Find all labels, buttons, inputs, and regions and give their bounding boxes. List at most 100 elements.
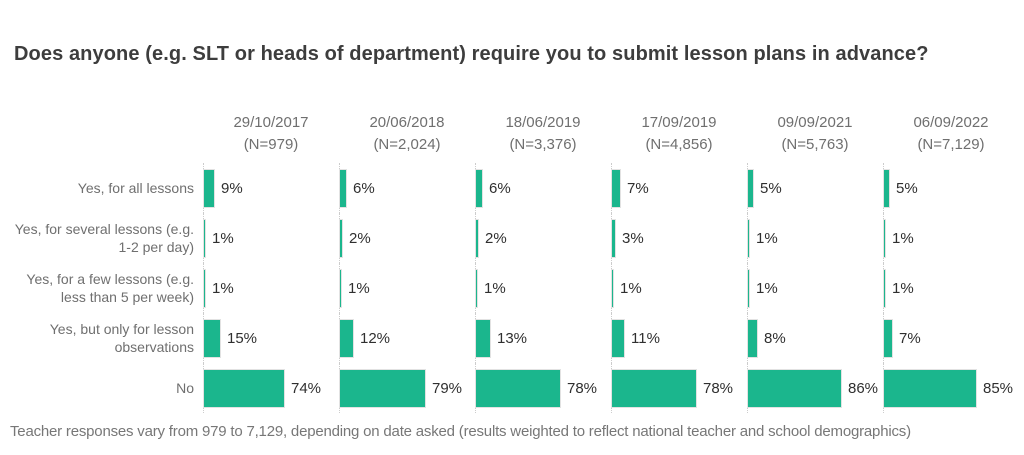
bar-cell: 1% <box>203 213 339 263</box>
bar <box>204 319 220 357</box>
bar-cell: 1% <box>203 263 339 313</box>
bar <box>204 169 214 207</box>
column-headers: 29/10/2017 (N=979) 20/06/2018 (N=2,024) 18/0… <box>0 110 1019 163</box>
value-label: 86% <box>848 379 879 397</box>
value-label: 79% <box>432 379 463 397</box>
bar-cell: 1% <box>883 263 1019 313</box>
bar-cell: 85% <box>883 363 1019 413</box>
value-label: 5% <box>896 179 918 197</box>
column-header: 06/09/2022 (N=7,129) <box>883 110 1019 163</box>
bar <box>340 319 353 357</box>
bar-cell: 2% <box>475 213 611 263</box>
column-header: 29/10/2017 (N=979) <box>203 110 339 163</box>
chart-row: Yes, but only for lesson observations 15%… <box>0 313 1019 363</box>
bar <box>204 269 205 307</box>
row-label: Yes, for several lessons (e.g. 1-2 per d… <box>14 220 194 255</box>
column-header: 20/06/2018 (N=2,024) <box>339 110 475 163</box>
bar-cell: 13% <box>475 313 611 363</box>
row-label: Yes, for all lessons <box>77 179 194 196</box>
column-header: 17/09/2019 (N=4,856) <box>611 110 747 163</box>
value-label: 11% <box>631 329 660 347</box>
value-label: 78% <box>703 379 734 397</box>
bar-cell: 1% <box>611 263 747 313</box>
bar-cell: 11% <box>611 313 747 363</box>
bar-cell: 3% <box>611 213 747 263</box>
chart-title: Does anyone (e.g. SLT or heads of depart… <box>14 43 929 65</box>
header-date: 18/06/2019 <box>505 114 581 131</box>
bar-cell: 86% <box>747 363 883 413</box>
bar <box>476 319 490 357</box>
bar-cell: 78% <box>475 363 611 413</box>
value-label: 7% <box>899 329 921 347</box>
bar <box>612 219 615 257</box>
bar <box>476 169 482 207</box>
bar-cell: 2% <box>339 213 475 263</box>
value-label: 1% <box>620 279 642 297</box>
bar-cell: 1% <box>747 263 883 313</box>
value-label: 1% <box>892 229 914 247</box>
bar-cell: 6% <box>475 163 611 213</box>
header-sample-size: (N=3,376) <box>509 136 577 153</box>
bar-cell: 15% <box>203 313 339 363</box>
value-label: 15% <box>227 329 258 347</box>
value-label: 5% <box>760 179 782 197</box>
survey-bar-chart: 29/10/2017 (N=979) 20/06/2018 (N=2,024) 18/0… <box>0 110 1019 413</box>
value-label: 6% <box>353 179 375 197</box>
chart-row: Yes, for a few lessons (e.g. less than 5… <box>0 263 1019 313</box>
chart-row: Yes, for several lessons (e.g. 1-2 per d… <box>0 213 1019 263</box>
value-label: 12% <box>360 329 391 347</box>
bar <box>340 219 342 257</box>
value-label: 85% <box>983 379 1014 397</box>
chart-row: No 74% 79% 78% 78% 86% 85% <box>0 363 1019 413</box>
header-sample-size: (N=979) <box>243 136 299 153</box>
row-label: No <box>176 379 194 396</box>
bar-cell: 5% <box>747 163 883 213</box>
value-label: 6% <box>489 179 511 197</box>
header-date: 17/09/2019 <box>641 114 717 131</box>
header-sample-size: (N=7,129) <box>917 136 985 153</box>
header-sample-size: (N=5,763) <box>781 136 849 153</box>
bar-cell: 8% <box>747 313 883 363</box>
bar-cell: 78% <box>611 363 747 413</box>
bar-cell: 5% <box>883 163 1019 213</box>
value-label: 9% <box>221 179 243 197</box>
bar <box>884 269 885 307</box>
bar <box>884 169 889 207</box>
column-header: 18/06/2019 (N=3,376) <box>475 110 611 163</box>
bar-cell: 9% <box>203 163 339 213</box>
bar <box>204 219 205 257</box>
bar <box>884 219 885 257</box>
bar <box>884 319 892 357</box>
value-label: 2% <box>485 229 507 247</box>
bar-cell: 1% <box>339 263 475 313</box>
bar <box>748 219 749 257</box>
value-label: 7% <box>627 179 649 197</box>
header-date: 06/09/2022 <box>913 114 989 131</box>
row-label: Yes, for a few lessons (e.g. less than 5… <box>26 270 194 305</box>
header-date: 20/06/2018 <box>369 114 445 131</box>
bar <box>340 169 346 207</box>
value-label: 3% <box>622 229 644 247</box>
bar-cell: 1% <box>475 263 611 313</box>
chart-row: Yes, for all lessons 9% 6% 6% 7% 5% 5% <box>0 163 1019 213</box>
header-date: 09/09/2021 <box>777 114 853 131</box>
bar <box>612 169 620 207</box>
bar <box>612 319 624 357</box>
bar-cell: 1% <box>883 213 1019 263</box>
header-sample-size: (N=4,856) <box>645 136 713 153</box>
value-label: 8% <box>764 329 786 347</box>
bar <box>748 269 749 307</box>
value-label: 1% <box>212 279 234 297</box>
bar-cell: 79% <box>339 363 475 413</box>
value-label: 1% <box>756 279 778 297</box>
bar <box>748 169 753 207</box>
bar <box>204 369 284 407</box>
bar-cell: 7% <box>883 313 1019 363</box>
header-spacer <box>0 110 203 163</box>
header-date: 29/10/2017 <box>233 114 309 131</box>
bar <box>612 269 613 307</box>
bar-cell: 74% <box>203 363 339 413</box>
value-label: 1% <box>756 229 778 247</box>
bar <box>476 369 560 407</box>
bar-cell: 1% <box>747 213 883 263</box>
